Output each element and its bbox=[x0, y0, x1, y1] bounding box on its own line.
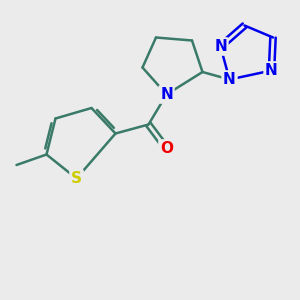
Text: O: O bbox=[160, 141, 173, 156]
Text: N: N bbox=[160, 87, 173, 102]
Text: N: N bbox=[223, 72, 236, 87]
Text: N: N bbox=[214, 39, 227, 54]
Text: N: N bbox=[265, 63, 278, 78]
Text: S: S bbox=[71, 171, 82, 186]
